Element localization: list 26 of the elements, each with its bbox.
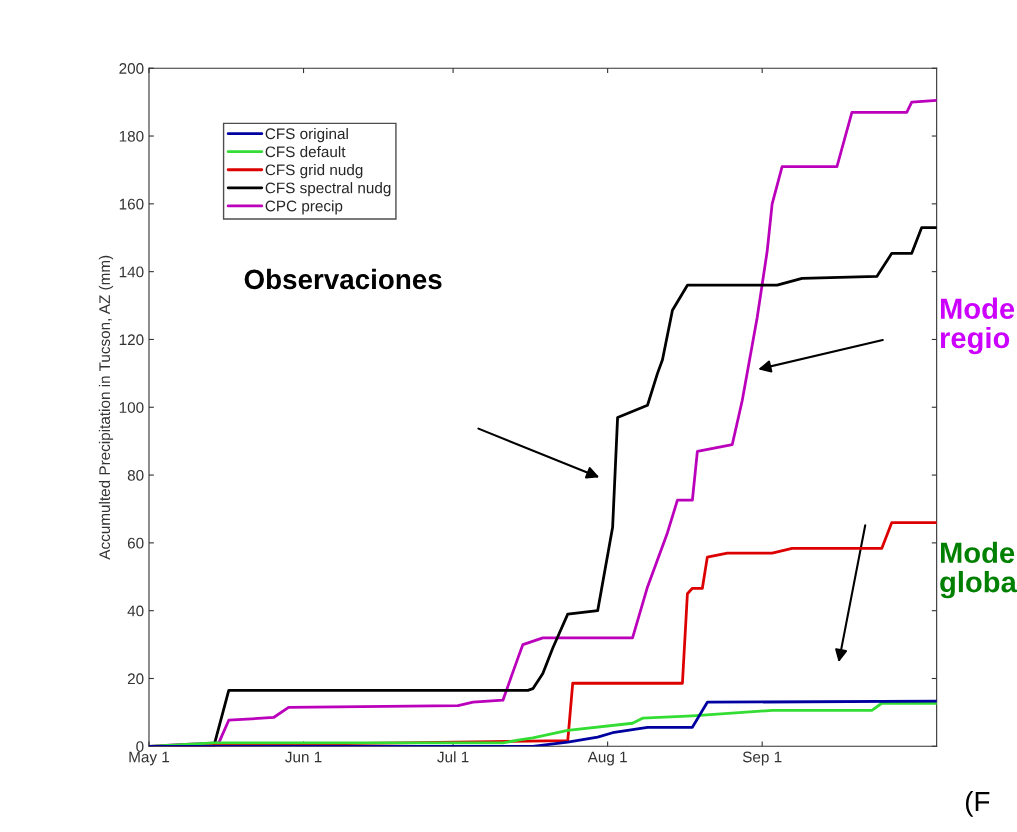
x-tick-label: Jun 1 xyxy=(285,751,322,763)
y-tick-label: 180 xyxy=(119,130,144,142)
legend-label: CFS grid nudg xyxy=(265,164,363,179)
y-tick-label: 60 xyxy=(127,537,144,549)
y-tick-label: 20 xyxy=(127,673,144,685)
x-tick-label: Aug 1 xyxy=(587,751,627,766)
y-tick-label: 200 xyxy=(119,63,144,74)
y-axis-title: Accumulted Precipitation in Tucson, AZ (mm) xyxy=(98,255,114,560)
y-tick-label: 80 xyxy=(127,469,144,481)
x-tick-label: Sep 1 xyxy=(742,751,782,766)
y-tick-label: 100 xyxy=(119,402,144,413)
x-tick-label: May 1 xyxy=(129,751,170,766)
y-tick-label: 40 xyxy=(127,605,144,617)
y-tick-label: 160 xyxy=(119,198,144,210)
y-tick-label: 140 xyxy=(119,266,144,278)
legend-label: CFS original xyxy=(265,127,348,143)
text: Mode regio xyxy=(940,297,1015,355)
annotation: Observaciones xyxy=(244,268,442,290)
legend-label: CPC precip xyxy=(265,200,343,215)
legend-label: CFS spectral nudg xyxy=(265,182,391,197)
legend-label: CFS default xyxy=(265,145,346,158)
text: Mode globa xyxy=(940,541,1017,599)
text: (F xyxy=(965,790,990,817)
y-tick-label: 0 xyxy=(136,741,144,752)
x-tick-label: Jul 1 xyxy=(437,751,469,763)
y-tick-label: 120 xyxy=(119,334,144,346)
